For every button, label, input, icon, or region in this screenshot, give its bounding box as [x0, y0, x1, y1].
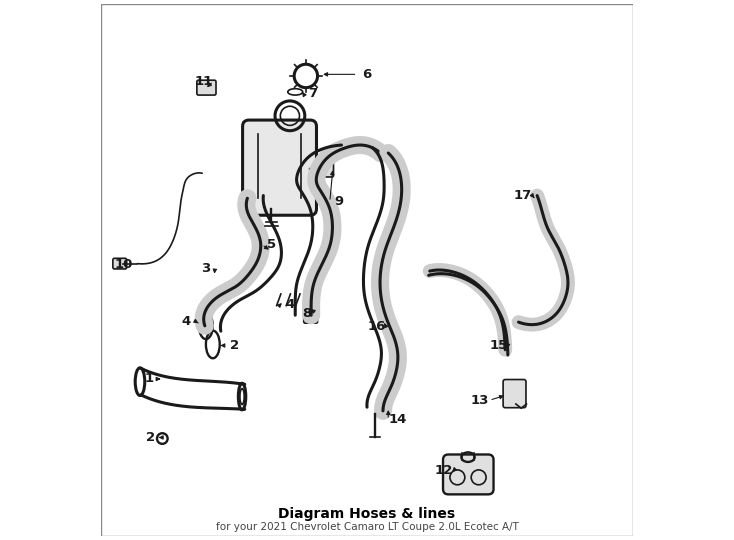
Text: for your 2021 Chevrolet Camaro LT Coupe 2.0L Ecotec A/T: for your 2021 Chevrolet Camaro LT Coupe …: [216, 522, 518, 531]
Text: 8: 8: [302, 307, 311, 320]
Text: 12: 12: [435, 464, 453, 477]
FancyBboxPatch shape: [503, 380, 526, 408]
FancyBboxPatch shape: [197, 80, 216, 95]
FancyBboxPatch shape: [319, 161, 333, 177]
FancyBboxPatch shape: [443, 455, 493, 494]
FancyBboxPatch shape: [113, 258, 127, 269]
Text: 2: 2: [145, 431, 155, 444]
FancyBboxPatch shape: [304, 312, 318, 323]
Text: 17: 17: [514, 189, 532, 202]
Text: 15: 15: [490, 339, 508, 352]
Text: 1: 1: [145, 373, 153, 386]
Text: 11: 11: [195, 75, 213, 88]
Text: 2: 2: [230, 339, 239, 352]
Text: 5: 5: [266, 238, 276, 251]
Text: 9: 9: [335, 195, 344, 208]
Text: 4: 4: [286, 298, 294, 311]
FancyBboxPatch shape: [243, 120, 316, 215]
Text: 3: 3: [200, 262, 210, 275]
Text: 14: 14: [388, 414, 407, 427]
Text: Diagram Hoses & lines: Diagram Hoses & lines: [278, 507, 456, 521]
Text: 7: 7: [308, 87, 317, 100]
Text: 16: 16: [368, 320, 386, 333]
Text: 13: 13: [470, 394, 489, 407]
Text: 4: 4: [181, 315, 191, 328]
Text: 6: 6: [363, 68, 371, 81]
Text: 10: 10: [115, 258, 133, 271]
